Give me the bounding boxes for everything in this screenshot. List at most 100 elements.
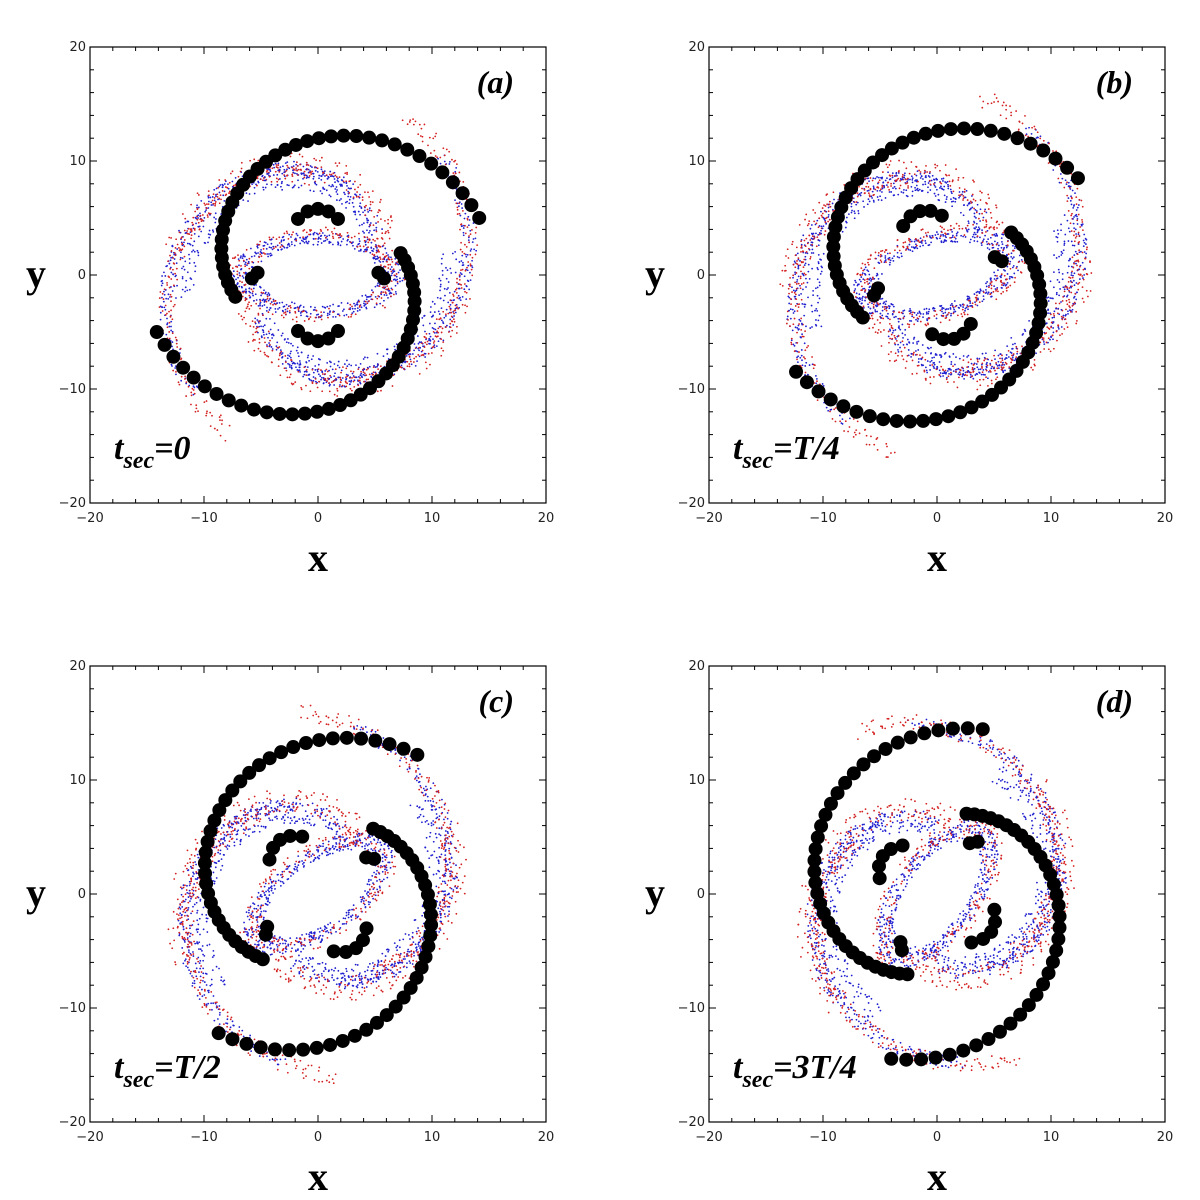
response-point (469, 229, 472, 232)
response-point (369, 229, 371, 232)
response-point (299, 236, 301, 239)
response-point (1078, 198, 1081, 201)
response-point (389, 263, 392, 266)
response-point (379, 258, 382, 260)
response-point (1050, 326, 1053, 329)
response-point (352, 380, 355, 383)
response-point (168, 276, 171, 279)
response-point (311, 170, 314, 173)
response-point (345, 313, 348, 316)
response-point (948, 174, 950, 177)
response-point (803, 258, 806, 261)
response-point (166, 312, 168, 315)
response-point (315, 183, 318, 186)
response-point (359, 248, 362, 251)
response-point (958, 376, 960, 379)
response-point (339, 233, 342, 236)
response-point (974, 374, 977, 376)
response-point (277, 329, 280, 331)
response-point (899, 346, 901, 349)
response-point (990, 295, 993, 298)
response-point (816, 219, 819, 222)
response-point (468, 235, 470, 237)
response-point (1065, 183, 1068, 186)
response-point (1064, 314, 1067, 317)
response-point (193, 250, 196, 253)
response-point (334, 162, 337, 165)
y-tick-label: 20 (688, 40, 705, 55)
response-point (999, 114, 1002, 117)
response-point (240, 161, 243, 164)
response-point (1000, 237, 1003, 240)
response-point (952, 365, 954, 368)
response-point (985, 201, 987, 204)
response-point (180, 358, 182, 361)
response-point (344, 172, 347, 175)
response-point (866, 177, 869, 180)
response-point (384, 256, 386, 259)
response-point (788, 296, 791, 299)
response-point (368, 209, 371, 212)
response-point (934, 186, 937, 188)
response-point (898, 327, 900, 330)
response-point (394, 279, 397, 282)
response-point (201, 214, 204, 216)
response-point (347, 190, 350, 193)
response-point (376, 352, 379, 355)
response-point (802, 234, 805, 237)
response-point (833, 408, 836, 411)
response-point (792, 323, 795, 326)
response-point (787, 287, 790, 290)
response-point (897, 320, 900, 323)
response-point (400, 364, 403, 367)
response-point (976, 373, 979, 376)
response-point (372, 373, 375, 376)
response-point (952, 196, 955, 199)
response-point (1004, 361, 1007, 364)
response-point (247, 200, 249, 202)
response-point (975, 363, 978, 365)
density-maximum (291, 324, 306, 339)
response-point (834, 420, 837, 423)
response-point (1068, 305, 1071, 307)
response-point (1075, 282, 1078, 284)
response-point (858, 293, 861, 296)
response-point (821, 216, 824, 218)
response-point (385, 288, 387, 291)
response-point (995, 204, 997, 207)
response-point (999, 275, 1002, 278)
response-point (308, 359, 310, 362)
response-point (276, 341, 279, 344)
response-point (387, 254, 389, 256)
response-point (175, 342, 178, 345)
response-point (332, 232, 334, 235)
response-point (255, 284, 257, 286)
response-point (394, 291, 397, 293)
response-point (975, 210, 978, 212)
response-point (995, 363, 998, 366)
response-point (454, 250, 457, 253)
response-point (244, 263, 246, 266)
response-point (180, 379, 183, 382)
response-point (966, 356, 969, 358)
response-point (328, 313, 331, 316)
response-point (362, 245, 365, 248)
response-point (265, 247, 268, 250)
response-point (962, 214, 965, 217)
response-point (349, 307, 352, 309)
response-point (1071, 304, 1074, 307)
response-point (369, 222, 372, 224)
response-point (288, 233, 291, 236)
response-point (277, 248, 279, 251)
response-point (877, 199, 880, 201)
response-point (942, 369, 945, 372)
response-point (916, 342, 918, 345)
response-point (1073, 301, 1076, 304)
response-point (881, 273, 883, 275)
response-point (798, 351, 800, 353)
response-point (450, 272, 453, 274)
response-point (1075, 235, 1078, 238)
response-point (920, 190, 923, 193)
response-point (341, 310, 344, 312)
response-point (1001, 221, 1004, 224)
